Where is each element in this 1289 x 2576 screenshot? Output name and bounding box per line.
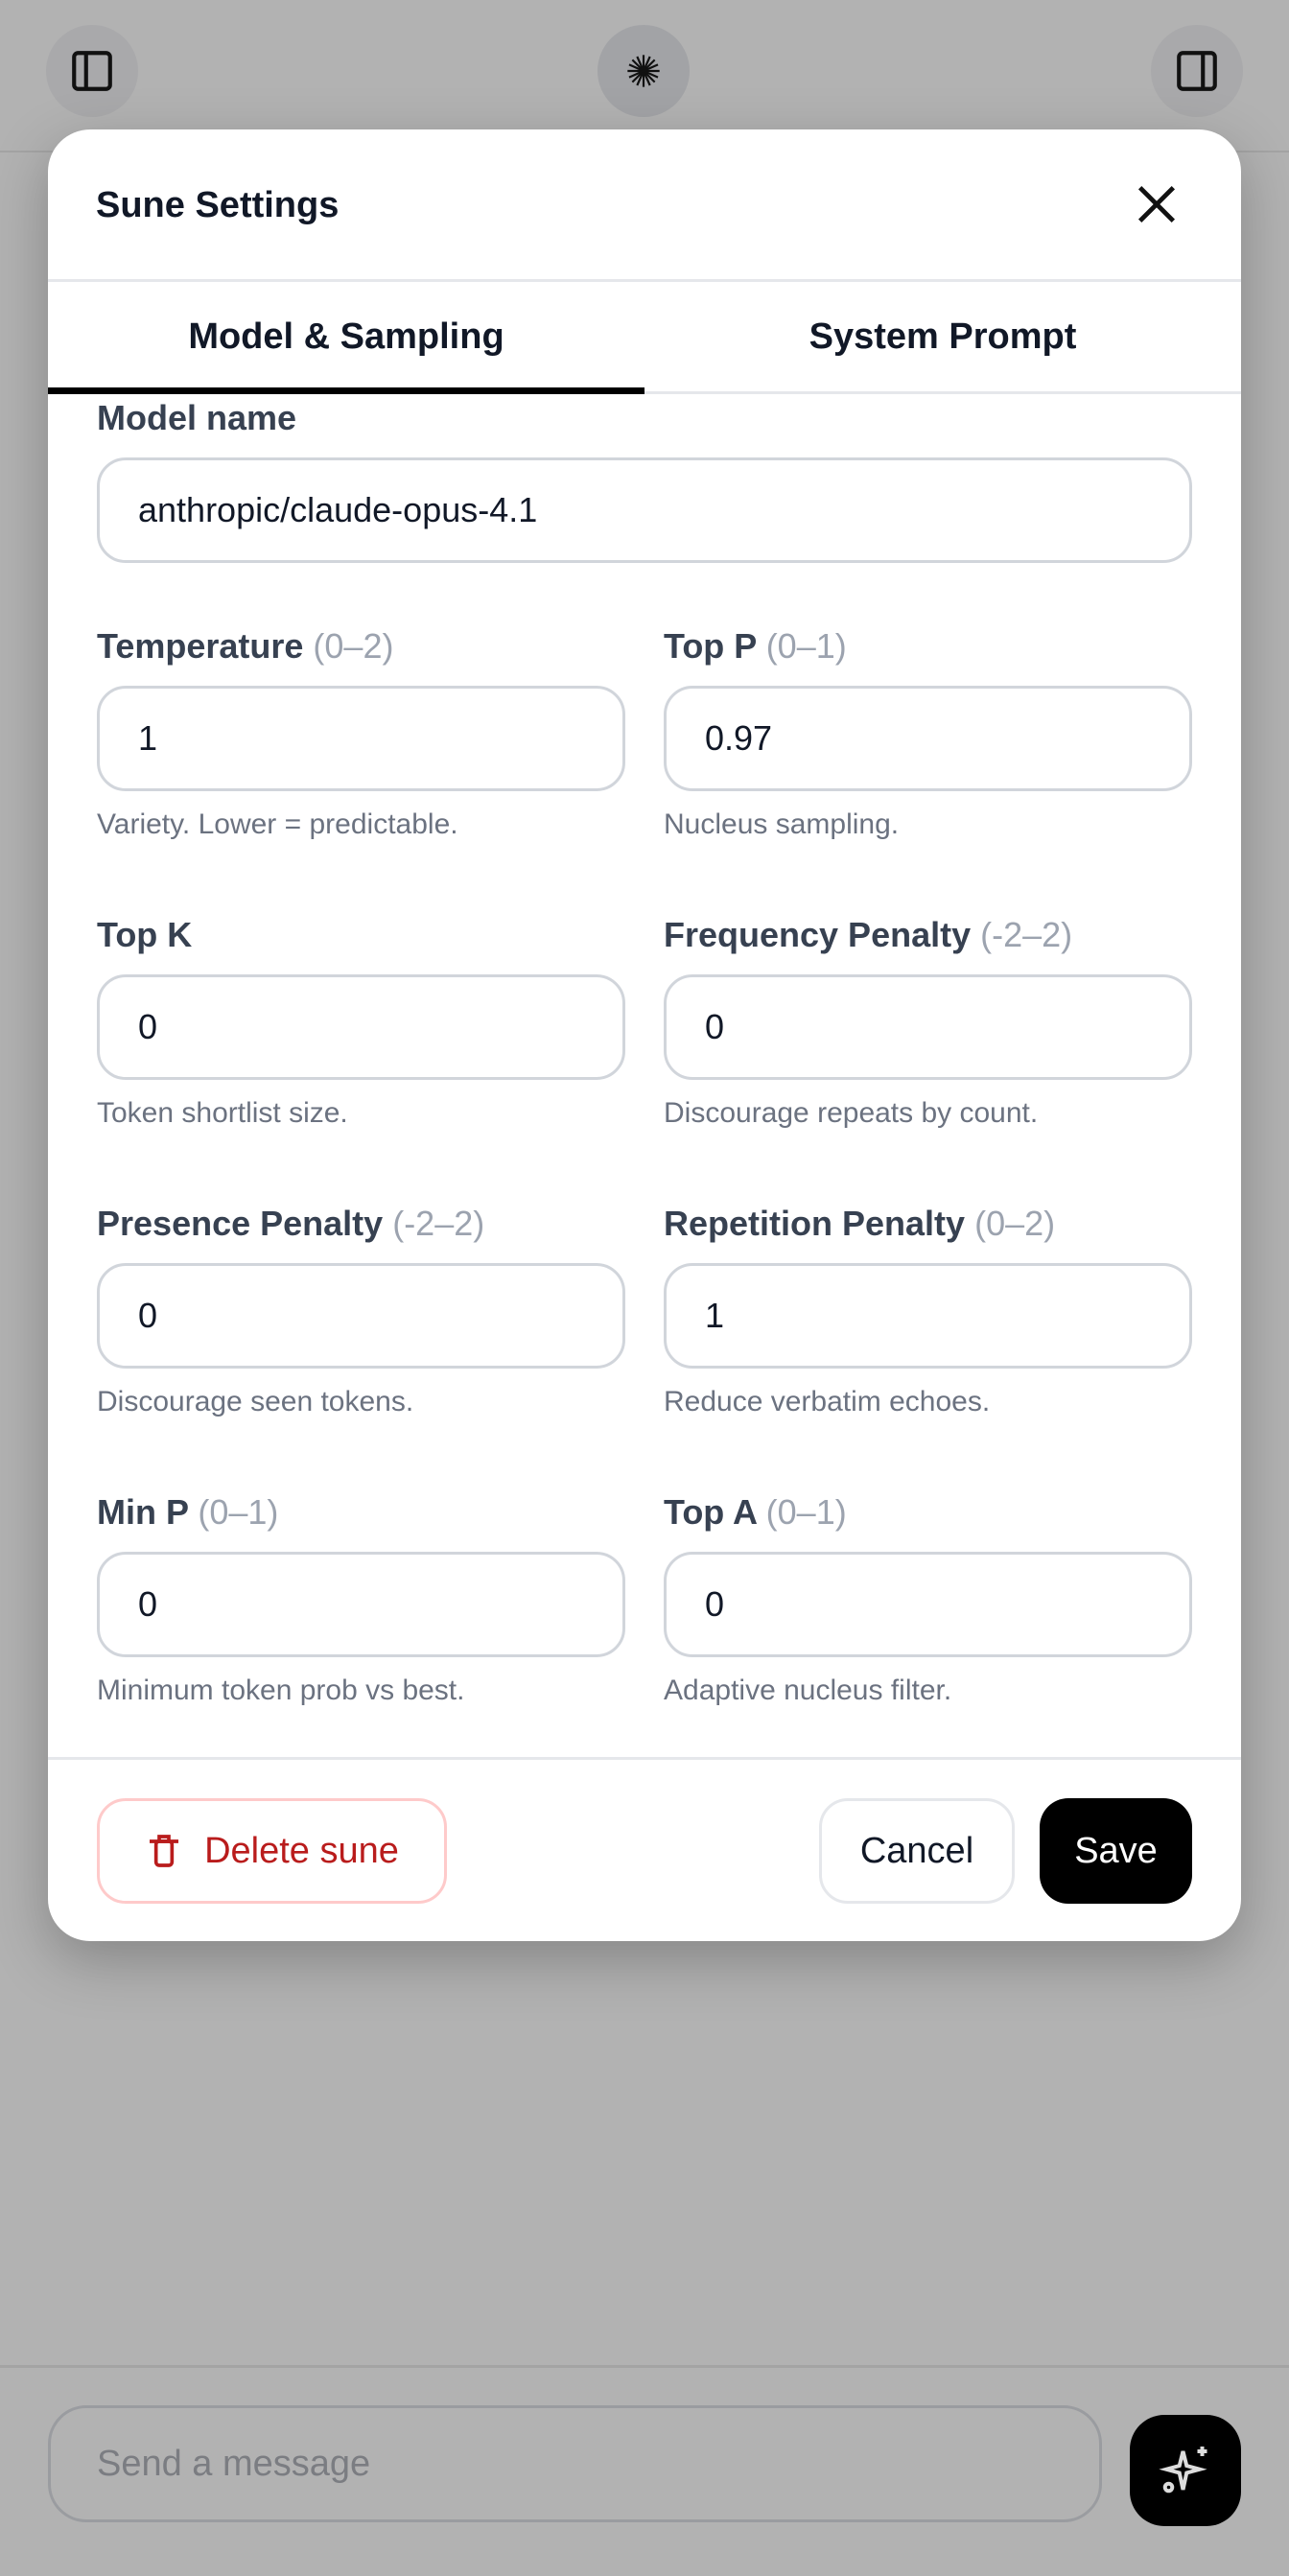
- field-presence-penalty: Presence Penalty (-2–2) 0 Discourage see…: [97, 1204, 625, 1424]
- presence-penalty-hint: Discourage seen tokens.: [97, 1386, 414, 1417]
- top-k-input[interactable]: 0: [97, 974, 625, 1080]
- tab-model-sampling[interactable]: Model & Sampling: [48, 282, 644, 394]
- field-temperature: Temperature (0–2) 1 Variety. Lower = pre…: [97, 626, 625, 847]
- frequency-penalty-label: Frequency Penalty (-2–2): [664, 915, 1192, 965]
- save-button[interactable]: Save: [1040, 1798, 1192, 1904]
- sidebar-right-icon: [1177, 51, 1217, 91]
- temperature-label-text: Temperature: [97, 626, 304, 666]
- starburst-icon: [627, 55, 660, 87]
- top-a-label: Top A (0–1): [664, 1492, 1192, 1542]
- top-p-hint: Nucleus sampling.: [664, 808, 900, 840]
- top-p-range: (0–1): [765, 626, 847, 666]
- cancel-button[interactable]: Cancel: [819, 1798, 1015, 1904]
- repetition-penalty-label: Repetition Penalty (0–2): [664, 1204, 1192, 1253]
- temperature-input[interactable]: 1: [97, 686, 625, 791]
- temperature-hint: Variety. Lower = predictable.: [97, 808, 458, 840]
- top-k-label-text: Top K: [97, 915, 193, 954]
- frequency-penalty-input[interactable]: 0: [664, 974, 1192, 1080]
- top-bar: [0, 0, 1289, 152]
- repetition-penalty-label-text: Repetition Penalty: [664, 1204, 966, 1243]
- presence-penalty-range: (-2–2): [392, 1204, 485, 1243]
- temperature-label: Temperature (0–2): [97, 626, 625, 676]
- model-name-label: Model name: [97, 398, 297, 437]
- top-k-label: Top K: [97, 915, 625, 965]
- field-top-p: Top P (0–1) 0.97 Nucleus sampling.: [664, 626, 1192, 847]
- min-p-label-text: Min P: [97, 1492, 189, 1532]
- top-p-label-text: Top P: [664, 626, 757, 666]
- sune-logo-button[interactable]: [598, 25, 690, 117]
- delete-sune-button[interactable]: Delete sune: [97, 1798, 447, 1904]
- repetition-penalty-range: (0–2): [974, 1204, 1056, 1243]
- min-p-input[interactable]: 0: [97, 1552, 625, 1657]
- field-top-k: Top K 0 Token shortlist size.: [97, 915, 625, 1136]
- delete-sune-label: Delete sune: [204, 1830, 399, 1871]
- top-k-hint: Token shortlist size.: [97, 1097, 348, 1129]
- toggle-right-sidebar-button[interactable]: [1151, 25, 1243, 117]
- top-a-hint: Adaptive nucleus filter.: [664, 1674, 952, 1706]
- sparkle-button[interactable]: [1130, 2415, 1241, 2526]
- presence-penalty-label-text: Presence Penalty: [97, 1204, 384, 1243]
- min-p-hint: Minimum token prob vs best.: [97, 1674, 465, 1706]
- sparkle-icon: [1159, 2447, 1207, 2494]
- frequency-penalty-label-text: Frequency Penalty: [664, 915, 972, 954]
- top-a-input[interactable]: 0: [664, 1552, 1192, 1657]
- frequency-penalty-hint: Discourage repeats by count.: [664, 1097, 1039, 1129]
- field-repetition-penalty: Repetition Penalty (0–2) 1 Reduce verbat…: [664, 1204, 1192, 1424]
- frequency-penalty-range: (-2–2): [980, 915, 1073, 954]
- dialog-title: Sune Settings: [96, 185, 340, 225]
- close-icon[interactable]: [1132, 179, 1182, 229]
- trash-icon: [150, 1835, 179, 1867]
- message-input[interactable]: Send a message: [48, 2405, 1102, 2522]
- tab-system-prompt[interactable]: System Prompt: [809, 316, 1077, 357]
- temperature-range: (0–2): [313, 626, 394, 666]
- field-frequency-penalty: Frequency Penalty (-2–2) 0 Discourage re…: [664, 915, 1192, 1136]
- sidebar-left-icon: [72, 51, 112, 91]
- repetition-penalty-hint: Reduce verbatim echoes.: [664, 1386, 991, 1417]
- top-a-label-text: Top A: [664, 1492, 757, 1532]
- min-p-range: (0–1): [198, 1492, 279, 1532]
- presence-penalty-label: Presence Penalty (-2–2): [97, 1204, 625, 1253]
- field-min-p: Min P (0–1) 0 Minimum token prob vs best…: [97, 1492, 625, 1713]
- sune-settings-dialog: Sune Settings Model & Sampling System Pr…: [48, 129, 1241, 1941]
- composer-divider: [0, 2365, 1289, 2368]
- presence-penalty-input[interactable]: 0: [97, 1263, 625, 1369]
- top-p-label: Top P (0–1): [664, 626, 1192, 676]
- field-top-a: Top A (0–1) 0 Adaptive nucleus filter.: [664, 1492, 1192, 1713]
- model-name-input[interactable]: anthropic/claude-opus-4.1: [97, 457, 1192, 563]
- toggle-left-sidebar-button[interactable]: [46, 25, 138, 117]
- repetition-penalty-input[interactable]: 1: [664, 1263, 1192, 1369]
- top-a-range: (0–1): [765, 1492, 847, 1532]
- top-p-input[interactable]: 0.97: [664, 686, 1192, 791]
- min-p-label: Min P (0–1): [97, 1492, 625, 1542]
